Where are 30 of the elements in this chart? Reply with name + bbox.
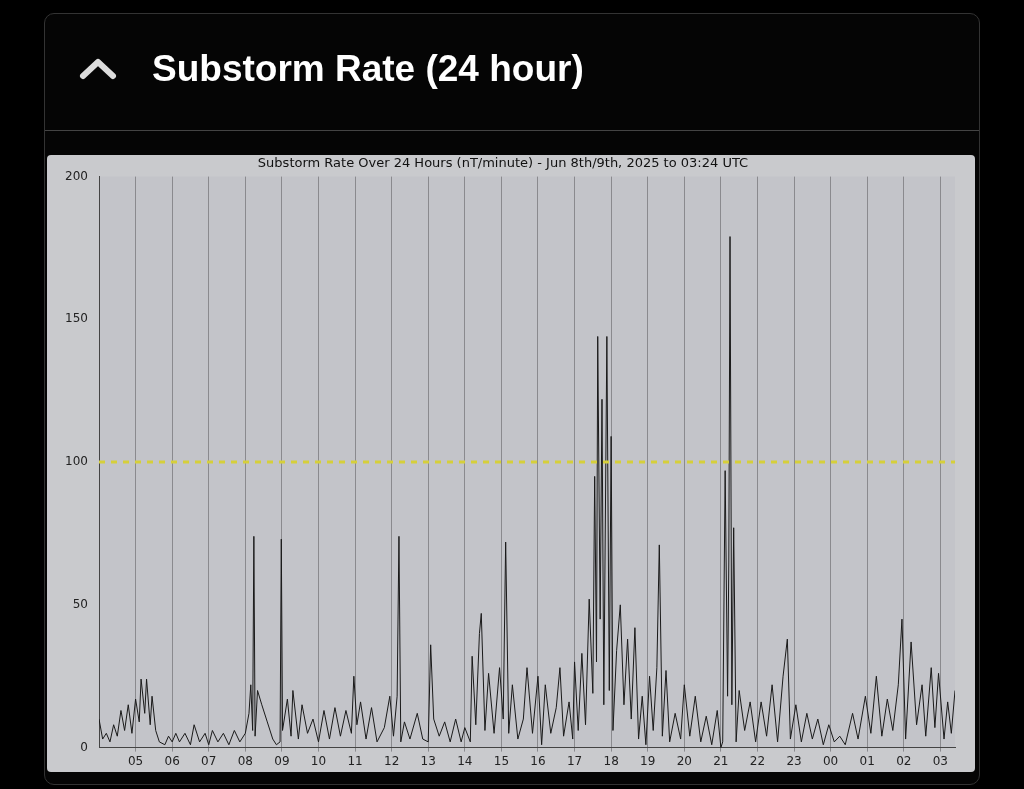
x-tick-label: 06 (164, 753, 180, 768)
chart-subtitle: Substorm Rate Over 24 Hours (nT/minute) - Jun 8th/9th, 2025 to 03:24 UTC (257, 155, 749, 171)
x-tick-label: 13 (420, 753, 436, 768)
y-tick-label: 200 (65, 168, 88, 183)
x-tick-label: 07 (201, 753, 217, 768)
x-tick-label: 18 (603, 753, 619, 768)
x-tick-label: 02 (896, 753, 912, 768)
x-tick-label: 03 (932, 753, 949, 768)
x-tick-label: 15 (493, 753, 510, 768)
x-tick-label: 01 (859, 753, 875, 768)
chart-title: Substorm Rate (24 hour) (152, 48, 584, 90)
y-tick-label: 50 (72, 596, 88, 611)
x-tick-label: 16 (530, 753, 546, 768)
x-tick-label: 22 (749, 753, 766, 768)
x-tick-label: 08 (237, 753, 253, 768)
x-tick-label: 21 (713, 753, 729, 768)
x-tick-label: 11 (347, 753, 363, 768)
x-tick-label: 23 (786, 753, 802, 768)
x-tick-label: 14 (457, 753, 473, 768)
x-tick-label: 12 (384, 753, 400, 768)
x-tick-label: 17 (566, 753, 583, 768)
x-tick-label: 09 (274, 753, 290, 768)
y-tick-label: 100 (65, 454, 88, 469)
y-tick-label: 150 (65, 311, 88, 326)
x-tick-label: 20 (676, 753, 692, 768)
x-tick-label: 00 (822, 753, 839, 768)
x-tick-label: 10 (310, 753, 327, 768)
x-tick-label: 05 (127, 753, 144, 768)
y-tick-label: 0 (80, 739, 88, 754)
x-tick-label: 19 (640, 753, 656, 768)
